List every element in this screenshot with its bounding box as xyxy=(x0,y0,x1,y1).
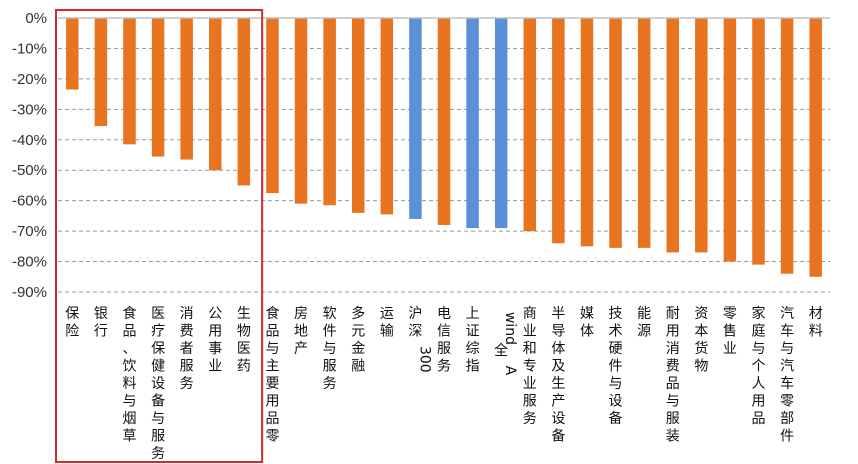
y-tick-label: -50% xyxy=(12,162,47,179)
bar xyxy=(151,18,165,157)
y-axis-tick-labels: 0% -10% -20% -30% -40% -50% -60% -70% -80% -90% xyxy=(12,10,47,301)
y-tick-label: -30% xyxy=(12,101,47,118)
category-label-latin: wind xyxy=(502,312,518,345)
bar xyxy=(780,18,794,274)
bar xyxy=(266,18,279,194)
y-tick-label: -70% xyxy=(12,223,47,240)
category-label: 技术硬件与设备 xyxy=(609,306,623,427)
category-label: 能源 xyxy=(637,306,651,340)
category-label: 公用事业 xyxy=(208,306,222,375)
category-label: 上证综指 xyxy=(466,306,480,375)
category-label: 耐用消费品与服装 xyxy=(666,306,680,445)
category-label: 运输 xyxy=(380,306,394,340)
bar xyxy=(809,18,822,277)
bar xyxy=(695,18,708,253)
bar xyxy=(666,18,679,253)
bar xyxy=(94,18,108,127)
bar xyxy=(66,18,79,90)
bar xyxy=(437,18,451,226)
category-label: 消费者服务 xyxy=(180,306,194,392)
category-label: 银行 xyxy=(94,306,108,340)
category-label: 媒体 xyxy=(580,306,594,340)
bar xyxy=(123,18,136,145)
category-label: 多元金融 xyxy=(351,305,365,375)
bar xyxy=(409,18,422,219)
bar xyxy=(752,18,765,265)
bar xyxy=(466,18,479,229)
category-label: 保险 xyxy=(65,306,79,340)
category-label: 食品与主要用品零 xyxy=(265,305,279,445)
bar xyxy=(380,18,394,215)
category-label: 材料 xyxy=(809,306,823,340)
category-label-latin: 300 xyxy=(416,346,432,373)
bar xyxy=(351,18,365,213)
category-label: 食品、饮料与烟草 xyxy=(122,305,136,445)
highlight-frame xyxy=(55,9,264,463)
category-label: 医疗保健设备与服务 xyxy=(151,306,165,462)
category-label: 商业和专业服务 xyxy=(523,306,537,427)
bar xyxy=(209,18,222,171)
bar xyxy=(609,18,622,248)
bars xyxy=(66,18,822,277)
bar xyxy=(294,18,308,204)
category-label: 生物医药 xyxy=(237,306,251,375)
category-label-latin: A xyxy=(502,366,518,376)
category-label: 沪深 xyxy=(408,306,422,340)
bar xyxy=(323,18,336,206)
category-label: 零售业 xyxy=(723,306,737,357)
category-label: 软件与服务 xyxy=(323,306,337,392)
y-tick-label: -20% xyxy=(12,71,47,88)
y-tick-label: -80% xyxy=(12,254,47,271)
category-label: 汽车与汽车零部件 xyxy=(780,306,794,445)
y-tick-label: 0% xyxy=(25,10,47,27)
bar xyxy=(180,18,193,160)
bar xyxy=(552,18,565,244)
y-tick-label: -90% xyxy=(12,284,47,301)
bar xyxy=(494,18,508,229)
category-label: 家庭与个人用品 xyxy=(752,305,766,427)
y-tick-label: -40% xyxy=(12,132,47,149)
y-tick-label: -10% xyxy=(12,40,47,57)
category-label: 电信服务 xyxy=(437,306,451,375)
bar xyxy=(237,18,251,186)
bar xyxy=(637,18,651,248)
category-label: 半导体及生产设备 xyxy=(551,306,565,445)
y-tick-label: -60% xyxy=(12,193,47,210)
category-label: 全 xyxy=(494,342,508,359)
category-label: 资本货物 xyxy=(694,306,708,375)
bar xyxy=(523,18,537,232)
bar xyxy=(723,18,737,262)
bar xyxy=(580,18,594,247)
category-label: 房地产 xyxy=(294,306,308,357)
